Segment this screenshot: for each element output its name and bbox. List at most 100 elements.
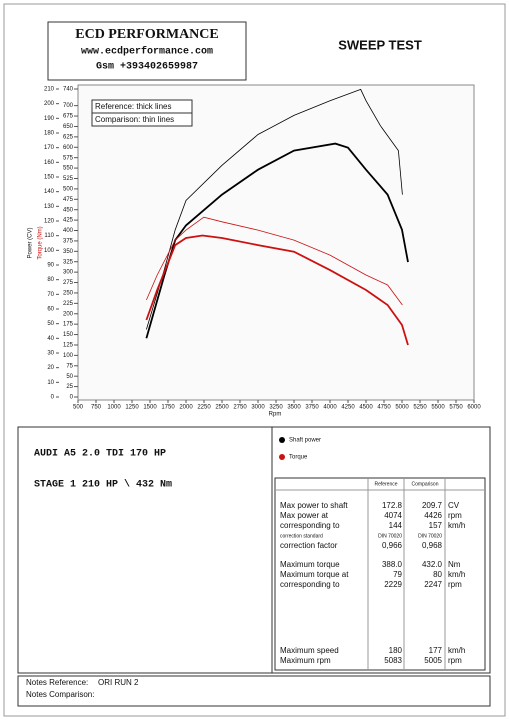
y2-tick-label: 225 [63,301,74,307]
vehicle-model: AUDI A5 2.0 TDI 170 HP [34,449,166,460]
y2-tick-label: 125 [63,343,74,349]
reference-value: 0,966 [382,541,403,550]
y2-tick-label: 175 [63,322,74,328]
unit: rpm [448,511,462,520]
legend-dot [279,454,285,460]
unit: rpm [448,580,462,589]
reference-value: 79 [393,570,402,579]
notes-ref: ORI RUN 2 [98,678,139,687]
y-tick-label: 160 [44,160,55,166]
row-label: correction factor [280,541,338,550]
y-tick-label: 140 [44,189,55,195]
y-tick-label: 170 [44,145,55,151]
y2-tick-label: 550 [63,166,74,172]
x-tick-label: 4250 [341,405,355,411]
series-line [145,234,409,346]
x-tick-label: 2500 [215,405,229,411]
y-tick-label: 40 [47,336,54,342]
x-tick-label: 750 [91,405,102,411]
notes-ref-label: Notes Reference: [26,678,88,687]
row-label: Max power at [280,511,329,520]
y2-tick-label: 100 [63,353,74,359]
reference-value: 5083 [384,656,402,665]
legend-label: Torque [289,455,308,461]
y2-tick-label: 600 [63,145,74,151]
phone: Gsm +393402659987 [96,62,198,73]
comparison-value: 5005 [424,656,442,665]
legend-dot [279,437,285,443]
notes-box [17,675,491,707]
vehicle-stage: STAGE 1 210 HP \ 432 Nm [34,479,172,491]
reference-value: DIN 70020 [378,533,402,539]
y-tick-label: 90 [47,263,54,269]
x-tick-label: 3500 [287,405,301,411]
y-tick-label: 30 [47,351,54,357]
y-tick-label: 10 [47,380,54,386]
x-tick-label: 3000 [251,405,265,411]
y2-axis-label: Torque (Nm) [38,226,44,259]
y-tick-label: 80 [47,277,54,283]
y2-tick-label: 675 [63,114,74,120]
y2-tick-label: 275 [63,280,74,286]
comparison-value: 432.0 [422,560,443,569]
column-header: Reference [374,481,397,487]
unit: km/h [448,570,465,579]
legend-label: Shaft power [289,438,321,444]
y2-tick-label: 450 [63,207,74,213]
y2-tick-label: 350 [63,249,74,255]
y2-tick-label: 425 [63,218,74,224]
reference-value: 388.0 [382,560,403,569]
y2-tick-label: 300 [63,270,74,276]
results-table [274,477,486,671]
x-axis-label: Rpm [269,412,282,418]
x-tick-label: 4500 [359,405,373,411]
x-tick-label: 1250 [125,405,139,411]
company: ECD PERFORMANCE [75,27,219,42]
comparison-value: 0,968 [422,541,443,550]
y2-tick-label: 575 [63,155,74,161]
comparison-value: DIN 70020 [418,533,442,539]
y2-tick-label: 50 [66,374,73,380]
x-tick-label: 2000 [179,405,193,411]
x-tick-label: 5750 [449,405,463,411]
y2-tick-label: 500 [63,186,74,192]
x-tick-label: 1500 [143,405,157,411]
y2-tick-label: 525 [63,176,74,182]
row-label: Maximum torque [280,560,340,569]
x-tick-label: 5500 [431,405,445,411]
row-label: corresponding to [280,521,340,530]
y-tick-label: 200 [44,101,55,107]
reference-value: 180 [389,646,403,655]
comparison-value: 177 [429,646,443,655]
reference-value: 4074 [384,511,402,520]
unit: CV [448,501,460,510]
y2-tick-label: 75 [66,363,73,369]
comparison-value: 80 [433,570,442,579]
y2-tick-label: 200 [63,311,74,317]
x-tick-label: 500 [73,405,84,411]
notes-comp-label: Notes Comparison: [26,690,94,699]
x-tick-label: 1000 [107,405,121,411]
website: www.ecdperformance.com [81,46,213,58]
comparison-value: 2247 [424,580,442,589]
x-tick-label: 3750 [305,405,319,411]
x-tick-label: 2250 [197,405,211,411]
y-tick-label: 210 [44,87,55,93]
x-tick-label: 6000 [467,405,481,411]
y-tick-label: 130 [44,204,55,210]
unit: km/h [448,521,465,530]
y-tick-label: 110 [44,233,54,239]
unit: Nm [448,560,461,569]
y2-tick-label: 25 [66,384,73,390]
legend-line: Reference: thick lines [95,102,171,111]
y2-tick-label: 375 [63,238,74,244]
y-tick-label: 150 [44,175,55,181]
page-border [3,3,506,717]
y-tick-label: 50 [47,321,54,327]
y-tick-label: 60 [47,307,54,313]
unit: km/h [448,646,465,655]
y2-tick-label: 150 [63,332,74,338]
y-tick-label: 70 [47,292,54,298]
y-tick-label: 180 [44,131,55,137]
